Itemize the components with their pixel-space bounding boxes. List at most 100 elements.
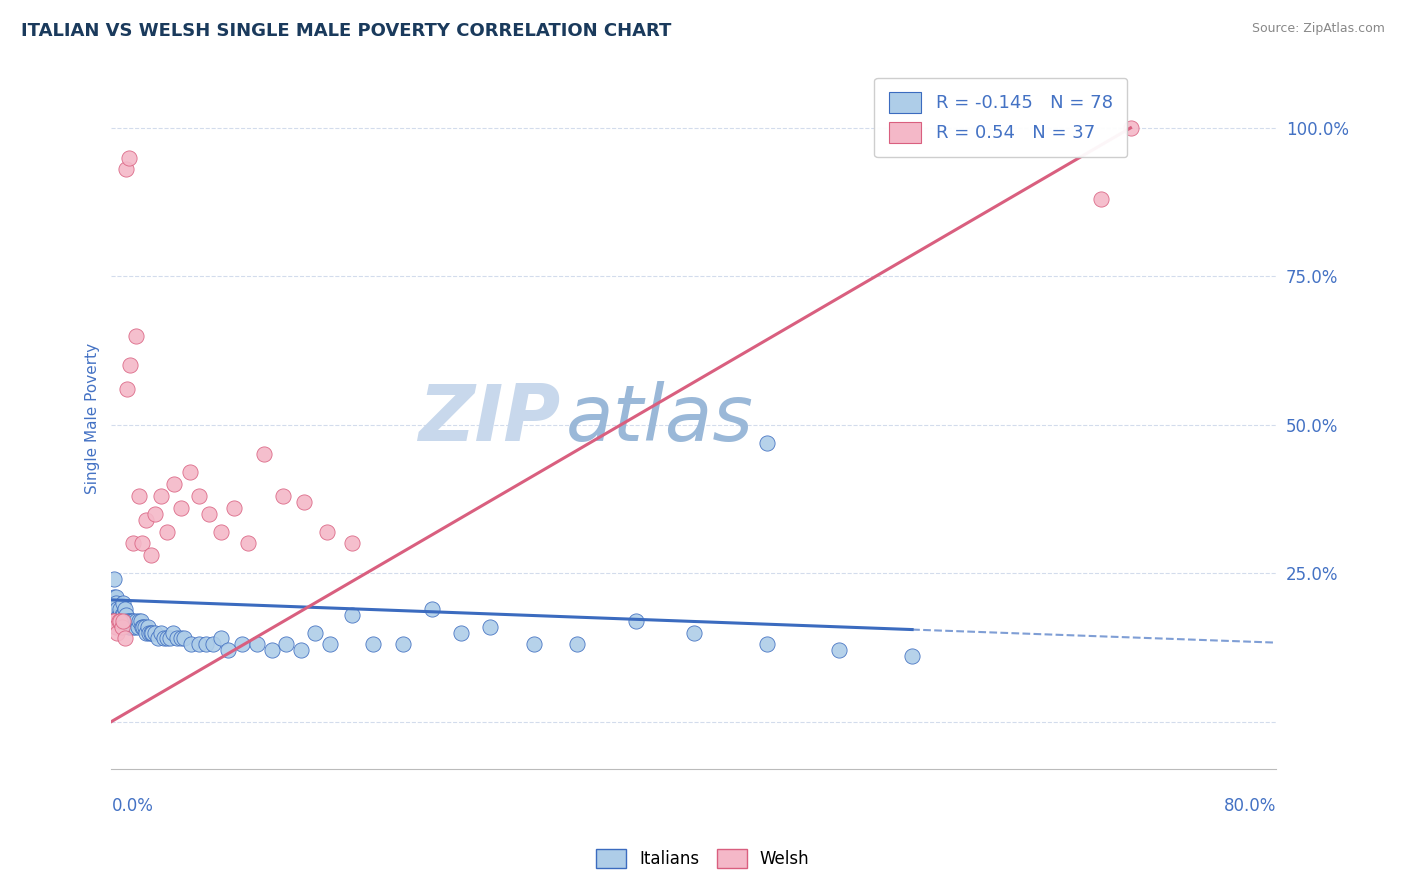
Point xyxy=(755,637,778,651)
Point xyxy=(153,632,176,646)
Point xyxy=(114,632,136,646)
Point xyxy=(115,614,138,628)
Point xyxy=(238,536,260,550)
Point xyxy=(143,625,166,640)
Point xyxy=(110,607,132,622)
Point xyxy=(420,601,443,615)
Point xyxy=(117,382,139,396)
Point xyxy=(115,162,138,177)
Point xyxy=(146,632,169,646)
Point xyxy=(114,614,136,628)
Point xyxy=(134,619,156,633)
Point xyxy=(231,637,253,651)
Point xyxy=(114,601,136,615)
Point xyxy=(274,637,297,651)
Point xyxy=(156,632,179,646)
Point xyxy=(118,619,141,633)
Point xyxy=(105,625,128,640)
Point xyxy=(138,625,160,640)
Point xyxy=(125,614,148,628)
Point xyxy=(523,637,546,651)
Text: atlas: atlas xyxy=(565,381,754,457)
Point xyxy=(121,614,143,628)
Point xyxy=(107,614,129,628)
Legend: R = -0.145   N = 78, R = 0.54   N = 37: R = -0.145 N = 78, R = 0.54 N = 37 xyxy=(875,78,1128,157)
Text: ITALIAN VS WELSH SINGLE MALE POVERTY CORRELATION CHART: ITALIAN VS WELSH SINGLE MALE POVERTY COR… xyxy=(21,22,672,40)
Point xyxy=(209,632,232,646)
Point xyxy=(179,465,201,479)
Point xyxy=(128,489,150,503)
Point xyxy=(166,632,188,646)
Point xyxy=(120,614,142,628)
Point xyxy=(363,637,385,651)
Point xyxy=(103,572,125,586)
Point xyxy=(156,524,179,539)
Y-axis label: Single Male Poverty: Single Male Poverty xyxy=(86,343,100,494)
Point xyxy=(478,619,501,633)
Point xyxy=(104,596,127,610)
Point xyxy=(246,637,269,651)
Point xyxy=(118,151,141,165)
Point xyxy=(129,614,152,628)
Point xyxy=(105,601,128,615)
Point xyxy=(128,614,150,628)
Point xyxy=(187,489,209,503)
Legend: Italians, Welsh: Italians, Welsh xyxy=(589,842,817,875)
Point xyxy=(340,536,363,550)
Point xyxy=(139,549,162,563)
Point xyxy=(217,643,239,657)
Point xyxy=(122,536,145,550)
Text: 0.0%: 0.0% xyxy=(111,797,153,815)
Point xyxy=(124,619,146,633)
Point xyxy=(135,513,157,527)
Point xyxy=(135,625,157,640)
Point xyxy=(107,614,129,628)
Point xyxy=(315,524,337,539)
Point xyxy=(122,619,145,633)
Point xyxy=(292,495,315,509)
Point xyxy=(901,649,924,664)
Point xyxy=(143,507,166,521)
Point xyxy=(180,637,202,651)
Point xyxy=(103,614,125,628)
Point xyxy=(159,632,181,646)
Point xyxy=(132,619,155,633)
Point xyxy=(110,614,132,628)
Text: Source: ZipAtlas.com: Source: ZipAtlas.com xyxy=(1251,22,1385,36)
Point xyxy=(271,489,294,503)
Point xyxy=(624,614,647,628)
Point xyxy=(260,643,283,657)
Point xyxy=(340,607,363,622)
Point xyxy=(112,614,135,628)
Point xyxy=(253,447,276,461)
Point xyxy=(391,637,413,651)
Point xyxy=(1090,192,1112,206)
Point xyxy=(222,500,245,515)
Text: 80.0%: 80.0% xyxy=(1223,797,1277,815)
Point xyxy=(117,614,139,628)
Point xyxy=(319,637,342,651)
Point xyxy=(101,601,124,615)
Point xyxy=(162,625,184,640)
Point xyxy=(170,632,193,646)
Point xyxy=(104,619,127,633)
Point xyxy=(198,507,221,521)
Point xyxy=(755,435,778,450)
Point xyxy=(682,625,704,640)
Point xyxy=(131,619,153,633)
Point xyxy=(103,590,125,604)
Point xyxy=(163,477,186,491)
Point xyxy=(105,607,128,622)
Point xyxy=(828,643,851,657)
Point xyxy=(149,625,172,640)
Point xyxy=(125,328,148,343)
Point xyxy=(567,637,589,651)
Point xyxy=(112,596,135,610)
Point xyxy=(104,601,127,615)
Point xyxy=(209,524,232,539)
Text: ZIP: ZIP xyxy=(418,381,560,457)
Point xyxy=(122,614,145,628)
Point xyxy=(108,614,131,628)
Point xyxy=(118,614,141,628)
Point xyxy=(173,632,195,646)
